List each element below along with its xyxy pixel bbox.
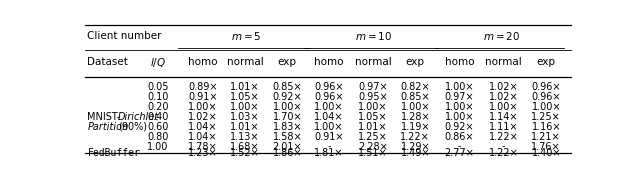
Text: 0.85×: 0.85× [273, 82, 302, 92]
Text: 1.03×: 1.03× [230, 112, 260, 122]
Text: -: - [327, 142, 331, 152]
Text: 0.91×: 0.91× [188, 92, 218, 102]
Text: exp: exp [537, 57, 556, 67]
Text: 1.81×: 1.81× [314, 148, 344, 158]
Text: 1.25×: 1.25× [358, 132, 388, 142]
Text: 1.01×: 1.01× [230, 122, 260, 132]
Text: 1.02×: 1.02× [489, 82, 518, 92]
Text: 1.78×: 1.78× [188, 142, 218, 152]
Text: 1.00×: 1.00× [314, 102, 344, 112]
Text: 1.01×: 1.01× [230, 82, 260, 92]
Text: 1.16×: 1.16× [531, 122, 561, 132]
Text: 0.95×: 0.95× [358, 92, 388, 102]
Text: 1.00×: 1.00× [489, 102, 518, 112]
Text: 1.04×: 1.04× [188, 122, 218, 132]
Text: 0.92×: 0.92× [445, 122, 474, 132]
Text: 0.05: 0.05 [147, 82, 168, 92]
Text: homo: homo [445, 57, 474, 67]
Text: FedBuffer: FedBuffer [88, 148, 140, 158]
Text: 1.00×: 1.00× [445, 102, 474, 112]
Text: 1.00×: 1.00× [273, 102, 302, 112]
Text: 1.00×: 1.00× [531, 102, 561, 112]
Text: 1.00: 1.00 [147, 142, 168, 152]
Text: $m = 20$: $m = 20$ [483, 30, 520, 42]
Text: 0.96×: 0.96× [531, 92, 561, 102]
Text: 1.22×: 1.22× [401, 132, 430, 142]
Text: homo: homo [314, 57, 344, 67]
Text: 1.22×: 1.22× [489, 148, 518, 158]
Text: 1.05×: 1.05× [358, 112, 388, 122]
Text: 1.00×: 1.00× [358, 102, 388, 112]
Text: 1.04×: 1.04× [314, 112, 344, 122]
Text: homo: homo [188, 57, 218, 67]
Text: 0.89×: 0.89× [188, 82, 218, 92]
Text: 1.68×: 1.68× [230, 142, 260, 152]
Text: 1.23×: 1.23× [188, 148, 218, 158]
Text: 1.00×: 1.00× [230, 102, 260, 112]
Text: 1.19×: 1.19× [401, 122, 430, 132]
Text: Dirichlet: Dirichlet [118, 112, 159, 122]
Text: normal: normal [355, 57, 392, 67]
Text: normal: normal [227, 57, 264, 67]
Text: 1.83×: 1.83× [273, 122, 302, 132]
Text: exp: exp [406, 57, 425, 67]
Text: 1.29×: 1.29× [401, 142, 430, 152]
Text: 0.80: 0.80 [147, 132, 168, 142]
Text: 1.13×: 1.13× [230, 132, 260, 142]
Text: MNIST-: MNIST- [88, 112, 121, 122]
Text: 0.97×: 0.97× [358, 82, 388, 92]
Text: normal: normal [485, 57, 522, 67]
Text: $m = 10$: $m = 10$ [355, 30, 392, 42]
Text: $m = 5$: $m = 5$ [231, 30, 262, 42]
Text: 1.11×: 1.11× [489, 122, 518, 132]
Text: 0.10: 0.10 [147, 92, 168, 102]
Text: $l/Q$: $l/Q$ [150, 56, 166, 69]
Text: 1.00×: 1.00× [445, 82, 474, 92]
Text: 1.52×: 1.52× [230, 148, 260, 158]
Text: 1.00×: 1.00× [445, 112, 474, 122]
Text: 1.01×: 1.01× [358, 122, 388, 132]
Text: 0.20: 0.20 [147, 102, 168, 112]
Text: exp: exp [278, 57, 297, 67]
Text: 2.77×: 2.77× [445, 148, 474, 158]
Text: 1.28×: 1.28× [401, 112, 430, 122]
Text: 0.96×: 0.96× [314, 92, 344, 102]
Text: 1.76×: 1.76× [531, 142, 561, 152]
Text: 1.22×: 1.22× [489, 132, 518, 142]
Text: 0.96×: 0.96× [531, 82, 561, 92]
Text: 2.28×: 2.28× [358, 142, 388, 152]
Text: 0.60: 0.60 [147, 122, 168, 132]
Text: 1.02×: 1.02× [489, 92, 518, 102]
Text: 1.86×: 1.86× [273, 148, 302, 158]
Text: 1.04×: 1.04× [188, 132, 218, 142]
Text: 0.91×: 0.91× [314, 132, 344, 142]
Text: 1.02×: 1.02× [188, 112, 218, 122]
Text: 1.21×: 1.21× [531, 132, 561, 142]
Text: 0.96×: 0.96× [314, 82, 344, 92]
Text: 1.05×: 1.05× [230, 92, 260, 102]
Text: -: - [458, 142, 461, 152]
Text: 1.00×: 1.00× [314, 122, 344, 132]
Text: 1.51×: 1.51× [358, 148, 388, 158]
Text: 1.40×: 1.40× [531, 148, 561, 158]
Text: 1.70×: 1.70× [273, 112, 302, 122]
Text: 1.14×: 1.14× [489, 112, 518, 122]
Text: 0.92×: 0.92× [273, 92, 302, 102]
Text: Partition: Partition [88, 122, 129, 132]
Text: 1.00×: 1.00× [401, 102, 430, 112]
Text: 0.40: 0.40 [147, 112, 168, 122]
Text: 2.01×: 2.01× [273, 142, 302, 152]
Text: -: - [502, 142, 506, 152]
Text: 0.85×: 0.85× [401, 92, 430, 102]
Text: Dataset: Dataset [88, 57, 128, 67]
Text: 1.58×: 1.58× [273, 132, 302, 142]
Text: 0.86×: 0.86× [445, 132, 474, 142]
Text: 0.82×: 0.82× [401, 82, 430, 92]
Text: (90%): (90%) [118, 122, 147, 132]
Text: 1.49×: 1.49× [401, 148, 430, 158]
Text: 0.97×: 0.97× [445, 92, 474, 102]
Text: 1.00×: 1.00× [188, 102, 218, 112]
Text: Client number: Client number [88, 31, 162, 41]
Text: 1.25×: 1.25× [531, 112, 561, 122]
